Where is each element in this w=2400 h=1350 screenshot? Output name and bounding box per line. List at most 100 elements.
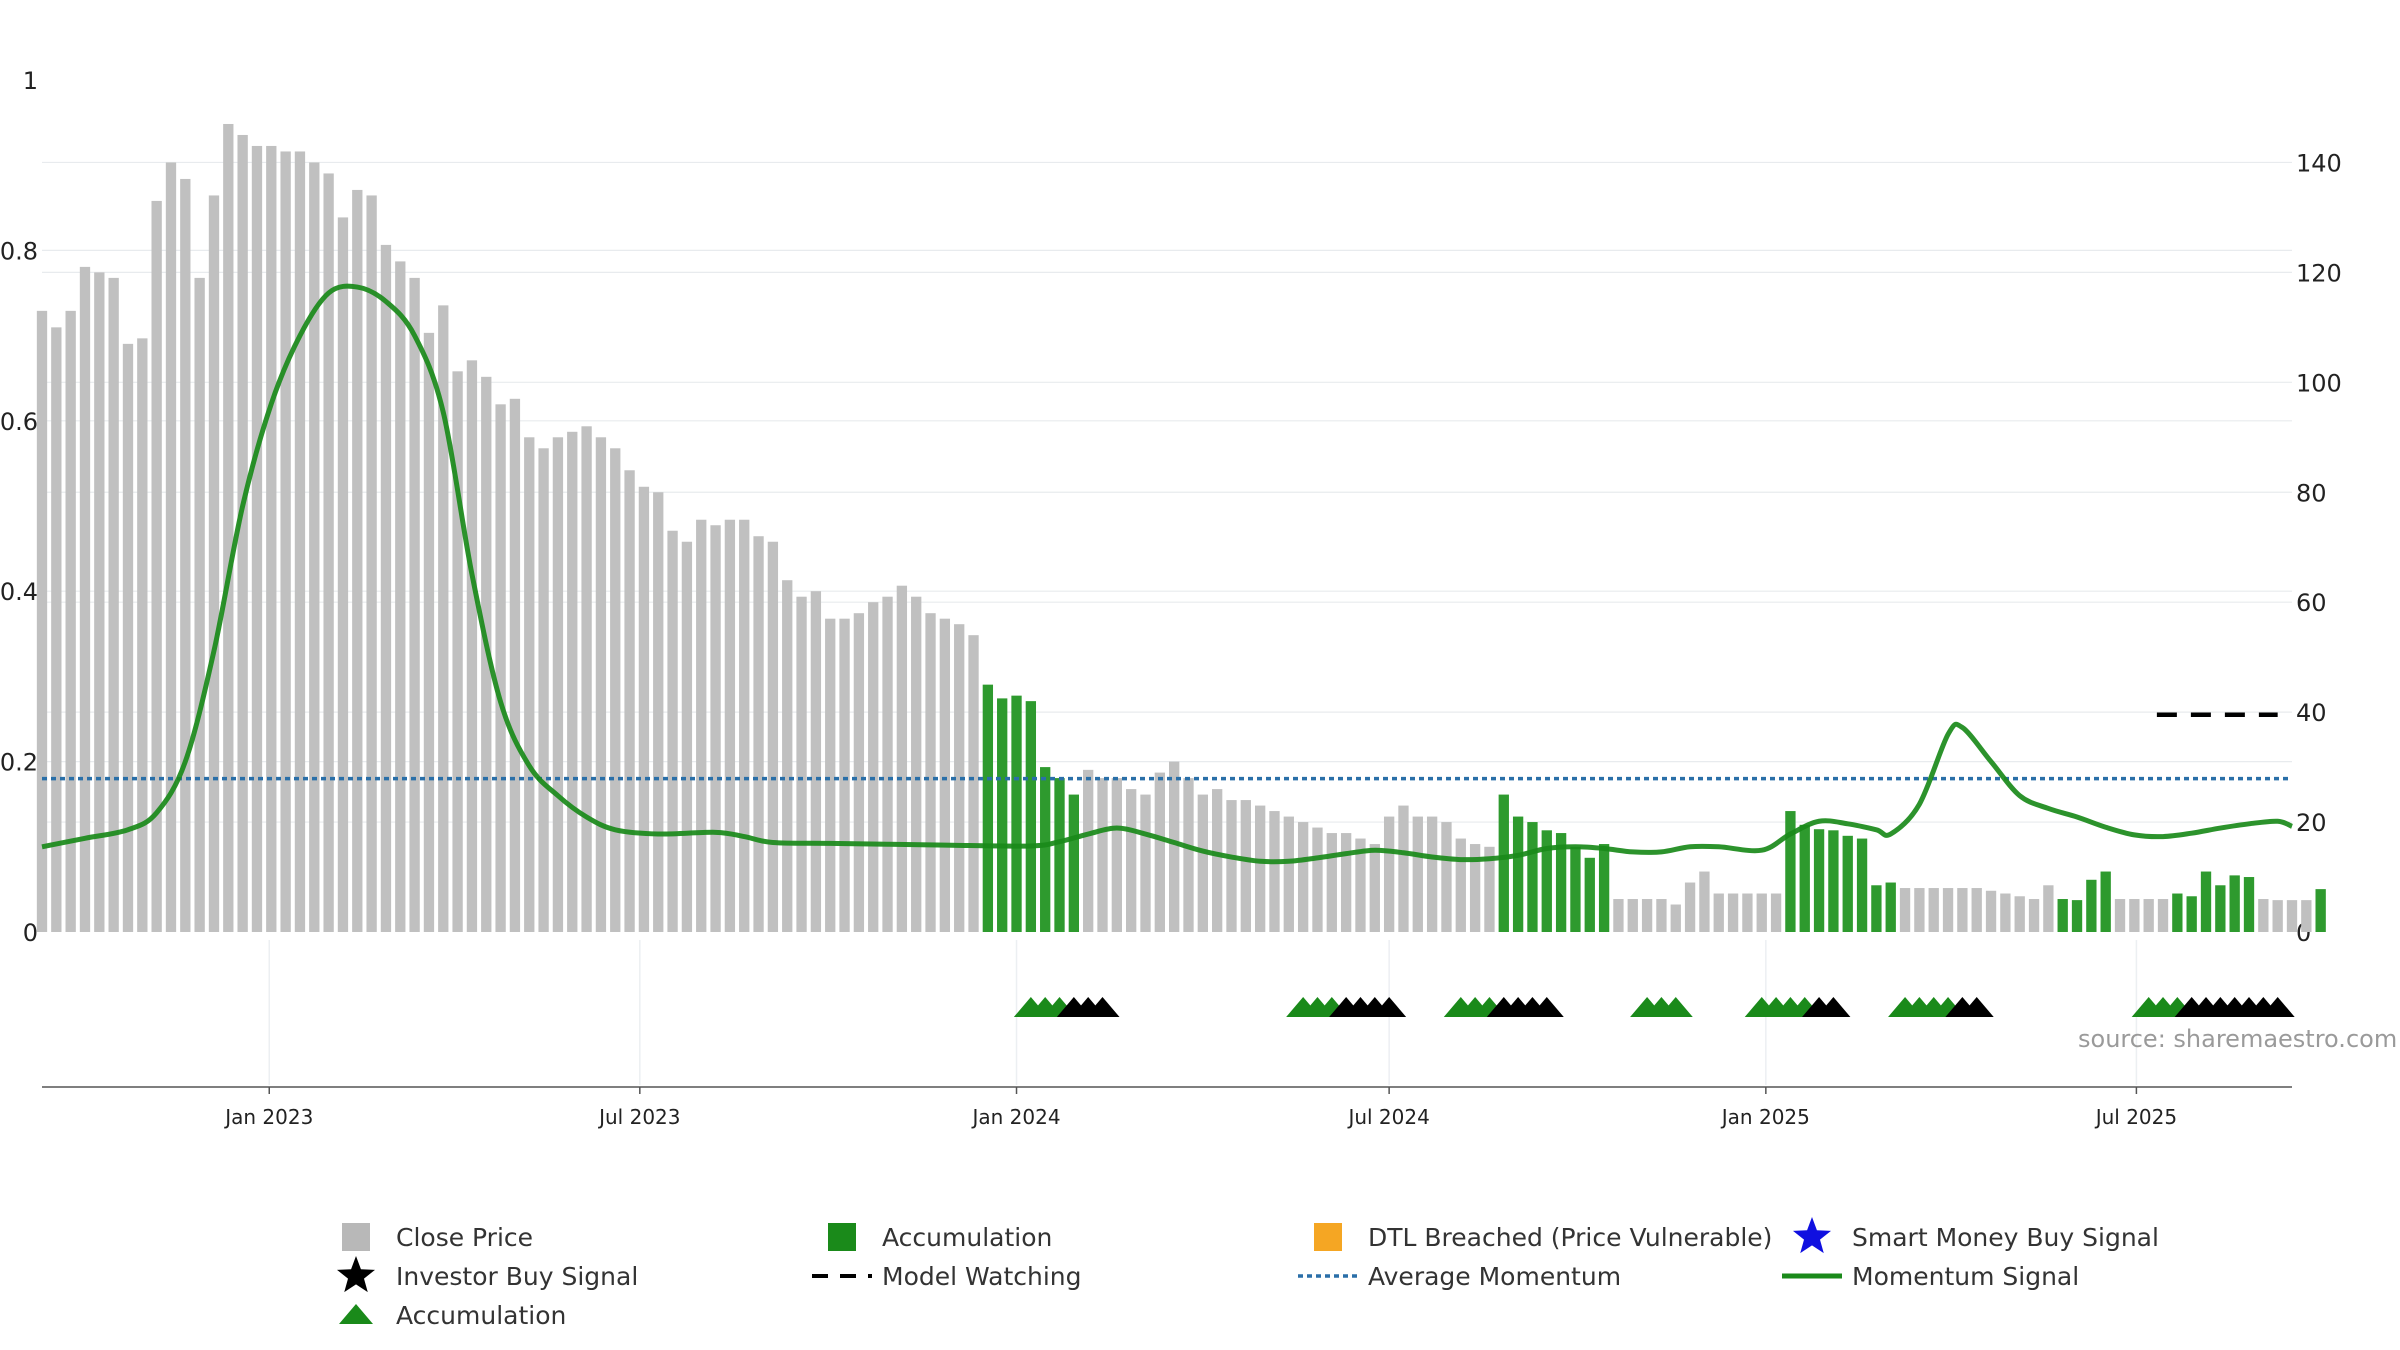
legend-star-icon	[336, 1256, 376, 1293]
accumulation-bar	[1011, 695, 1022, 932]
accumulation-bar	[1584, 857, 1595, 932]
legend-label: Momentum Signal	[1852, 1262, 2079, 1291]
investor-buy-marker	[1085, 997, 1120, 1017]
close-price-bar	[696, 519, 707, 932]
close-price-bar	[309, 162, 320, 933]
investor-buy-marker	[2260, 997, 2295, 1017]
left-tick-label: 0.4	[0, 578, 38, 606]
close-price-bar	[1613, 899, 1624, 932]
close-price-bar	[567, 431, 578, 932]
accumulation-bar	[2172, 893, 2183, 932]
legend-square-icon	[342, 1223, 370, 1251]
accumulation-bar	[1054, 778, 1065, 932]
legend-label: Investor Buy Signal	[396, 1262, 638, 1291]
accumulation-bar	[1570, 846, 1581, 932]
close-price-bar	[79, 266, 91, 932]
close-price-bar	[1412, 816, 1423, 932]
close-price-bar	[968, 635, 979, 932]
legend-star-icon	[1792, 1217, 1832, 1254]
accumulation-bar	[1025, 701, 1037, 932]
close-price-bar	[380, 244, 392, 933]
close-price-bar	[1627, 899, 1638, 932]
legend-label: Average Momentum	[1368, 1262, 1621, 1291]
close-price-bar	[2272, 900, 2283, 932]
accumulation-bar	[1040, 767, 1051, 932]
right-tick-label: 140	[2296, 149, 2342, 177]
close-price-bar	[1727, 893, 1739, 932]
close-price-bar	[151, 200, 162, 933]
close-price-bar	[2028, 899, 2040, 932]
close-price-bar	[1197, 794, 1208, 932]
accumulation-bar	[1541, 830, 1552, 932]
close-price-bar	[1369, 844, 1380, 932]
accumulation-bar	[2315, 889, 2326, 932]
legend-label: Model Watching	[882, 1262, 1082, 1291]
close-price-bar	[1441, 822, 1452, 932]
close-price-bar	[1154, 772, 1165, 932]
left-tick-label: 0	[23, 919, 38, 947]
source-label: source: sharemaestro.com	[2078, 1025, 2397, 1053]
close-price-bar	[610, 448, 621, 932]
close-price-bar	[1957, 888, 1968, 932]
legend-label: Accumulation	[882, 1223, 1052, 1252]
legend-square-icon	[828, 1223, 856, 1251]
close-price-bars	[36, 123, 2312, 933]
accumulation-bar	[1527, 822, 1538, 932]
close-price-bar	[653, 492, 664, 932]
accumulation-bars	[982, 684, 2326, 932]
x-tick-label: Jan 2023	[223, 1105, 313, 1129]
close-price-bar	[1269, 811, 1280, 932]
close-price-bar	[2157, 899, 2169, 932]
close-price-bar	[911, 596, 922, 932]
close-price-bar	[2301, 900, 2312, 932]
close-price-bar	[667, 530, 678, 932]
right-tick-label: 20	[2296, 809, 2327, 837]
close-price-bar	[638, 486, 650, 932]
accumulation-bar	[1871, 885, 1882, 932]
close-price-bar	[2043, 885, 2054, 932]
close-price-bar	[1713, 893, 1724, 932]
close-price-bar	[624, 470, 635, 932]
x-tick-label: Jan 2025	[1720, 1105, 1810, 1129]
close-price-bar	[466, 360, 478, 933]
legend-label: Smart Money Buy Signal	[1852, 1223, 2159, 1252]
accumulation-bar	[1785, 811, 1796, 932]
accumulation-bar	[1799, 824, 1810, 932]
x-tick-label: Jul 2023	[597, 1105, 680, 1129]
close-price-bar	[1770, 893, 1782, 932]
close-price-bar	[1240, 800, 1251, 932]
close-price-bar	[395, 261, 406, 932]
close-price-bar	[1254, 805, 1266, 932]
close-price-bar	[810, 591, 822, 932]
accumulation-bar	[1842, 835, 1853, 932]
close-price-bar	[581, 426, 592, 932]
close-price-bar	[65, 310, 76, 932]
close-price-bar	[1641, 899, 1653, 932]
left-axis-ticks: 0 0.2 0.4 0.6 0.8 1	[0, 67, 38, 947]
close-price-bar	[825, 618, 836, 932]
close-price-bar	[595, 437, 607, 932]
close-price-bar	[1455, 838, 1466, 932]
investor-buy-marker	[1959, 997, 1994, 1017]
close-price-bar	[524, 437, 535, 932]
close-price-bar	[509, 398, 521, 933]
close-price-bar	[366, 195, 377, 932]
right-tick-label: 60	[2296, 589, 2327, 617]
accumulation-bar	[2057, 899, 2068, 932]
close-price-bar	[1699, 871, 1710, 932]
legend-label: Accumulation	[396, 1301, 566, 1330]
investor-buy-marker	[1529, 997, 1564, 1017]
close-price-bar	[2286, 900, 2298, 932]
close-price-bar	[954, 624, 965, 932]
investor-buy-marker	[1816, 997, 1851, 1017]
close-price-bar	[839, 618, 850, 932]
accumulation-bar	[2071, 900, 2083, 932]
close-price-bar	[2114, 899, 2126, 932]
close-price-bar	[94, 272, 105, 932]
close-price-bar	[1140, 794, 1151, 932]
close-price-bar	[1656, 899, 1667, 932]
close-price-bar	[710, 525, 721, 932]
legend-square-icon	[1314, 1223, 1342, 1251]
accumulation-bar	[1598, 844, 1610, 932]
